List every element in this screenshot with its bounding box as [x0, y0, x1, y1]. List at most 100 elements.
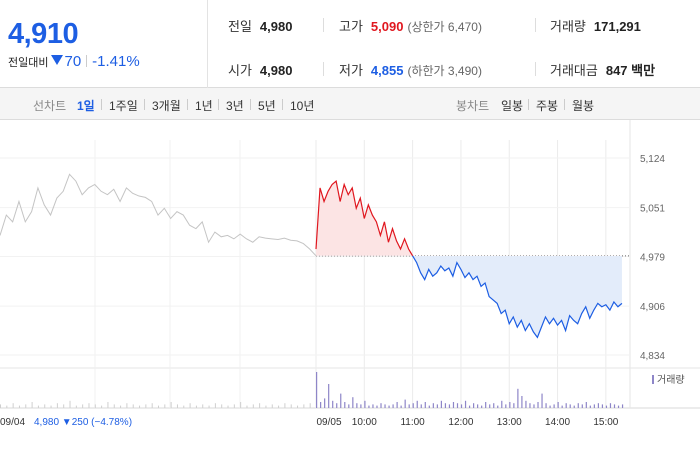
volume-legend-label: 거래량: [657, 374, 685, 386]
prev-volume-bar: [176, 404, 178, 408]
prev-volume-bar: [233, 404, 235, 408]
volume-bar: [404, 399, 406, 408]
prev-volume-bar: [113, 404, 115, 408]
info-divider: [535, 62, 536, 76]
volume-bar: [376, 405, 378, 408]
prev-volume-bar: [265, 405, 267, 408]
volume-bar: [605, 405, 608, 408]
tab-1-week[interactable]: 1주일: [109, 99, 138, 113]
volume-bar: [320, 402, 322, 408]
volume-bar: [416, 400, 418, 408]
tab-daily-candle[interactable]: 일봉: [501, 99, 524, 113]
prev-volume-bar: [82, 404, 84, 408]
volume-bar: [481, 405, 483, 408]
volume-bar: [525, 400, 527, 408]
tab-3-years[interactable]: 3년: [226, 99, 244, 113]
volume-panel: 거래량: [0, 372, 685, 408]
prev-volume-bar: [6, 405, 8, 408]
down-triangle-icon: [51, 55, 64, 65]
x-tick-label: 13:00: [497, 417, 522, 428]
volume-bar: [384, 404, 386, 408]
volume-bar: [420, 404, 422, 408]
volume-bar: [589, 405, 591, 408]
volume-bar: [452, 402, 455, 408]
tab-divider: [282, 99, 283, 110]
low-value: 4,855: [370, 63, 404, 78]
tab-1-year[interactable]: 1년: [195, 99, 213, 113]
prev-volume-bar: [31, 402, 33, 408]
prev-volume-bar: [221, 404, 223, 408]
volume-bar: [529, 403, 531, 408]
price-chart: 거래량 5,124 5,051 4,979 4,906 4,834 09/04 4,980 …: [0, 120, 700, 428]
volume-bar: [501, 400, 503, 408]
prev-volume-bar: [56, 403, 58, 408]
quote-header: 4,910 전일대비 70 -1.41% 전일 4,980 고가 5,090 (상한가 6…: [0, 0, 700, 88]
y-tick-label: 5,051: [640, 204, 665, 215]
volume-bar: [408, 404, 410, 408]
prev-volume-bar: [37, 405, 39, 408]
volume-bar: [517, 388, 519, 408]
volume-bar: [352, 397, 354, 408]
volume-bar: [396, 402, 398, 408]
info-divider: [535, 18, 536, 32]
volume-bar: [448, 404, 451, 408]
tab-divider: [218, 99, 219, 110]
prev-volume-bar: [290, 404, 292, 408]
tab-monthly-candle[interactable]: 월봉: [572, 99, 595, 113]
x-tick-label: 10:00: [352, 417, 377, 428]
tab-5-years[interactable]: 5년: [258, 99, 276, 113]
volume-bar: [360, 404, 362, 408]
tab-10-years[interactable]: 10년: [290, 99, 315, 113]
high-cell: 고가 5,090 (상한가 6,470): [339, 16, 482, 35]
chart-labels: 5,124 5,051 4,979 4,906 4,834 09/04 4,980 ▼250…: [0, 154, 665, 428]
info-divider: [323, 18, 324, 32]
volume-bar: [436, 404, 438, 408]
prev-day-date-label: 09/04: [0, 417, 25, 428]
volume-bar: [336, 403, 338, 408]
prev-volume-bar: [126, 403, 128, 408]
prev-volume-bar: [303, 404, 305, 408]
volume-bar: [428, 405, 430, 408]
prev-volume-bar: [145, 404, 147, 408]
chart-series: [0, 173, 630, 339]
volume-bar: [356, 403, 358, 408]
volume-bar: [400, 405, 402, 408]
prev-volume-bar: [259, 403, 261, 408]
prev-close-value: 4,980: [259, 19, 293, 34]
change-divider: [86, 55, 88, 67]
volume-bar: [489, 404, 491, 408]
volume-legend-swatch: [652, 375, 654, 384]
prev-volume-bar: [183, 405, 185, 408]
volume-value: 171,291: [593, 19, 641, 34]
volume-bar: [549, 405, 551, 408]
tab-weekly-candle[interactable]: 주봉: [536, 99, 559, 113]
volume-bar: [505, 404, 507, 408]
low-cell: 저가 4,855 (하한가 3,490): [339, 60, 482, 79]
volume-bar: [456, 403, 459, 408]
y-tick-label: 4,906: [640, 302, 665, 313]
volume-bar: [593, 404, 595, 408]
volume-bar: [613, 404, 616, 408]
volume-bar: [513, 403, 515, 408]
prev-day-line: [0, 173, 317, 257]
price-box: 4,910 전일대비 70 -1.41%: [0, 0, 208, 88]
prev-volume-bar: [240, 402, 242, 408]
volume-bar: [392, 404, 394, 408]
x-tick-label: 15:00: [593, 417, 618, 428]
prev-volume-bar: [284, 403, 286, 408]
upper-limit: (상한가 6,470): [407, 20, 482, 34]
y-tick-label: 4,979: [640, 253, 665, 264]
x-tick-label: 14:00: [545, 417, 570, 428]
change-amount: 70: [64, 53, 82, 70]
tab-divider: [187, 99, 188, 110]
period-tab-bar: 선차트 1일 1주일 3개월 1년 3년 5년 10년 봉차트 일봉 주봉 월봉: [0, 88, 700, 120]
volume-bar: [432, 403, 434, 408]
prev-volume-bar: [252, 404, 254, 408]
prev-volume-bar: [227, 405, 229, 408]
prev-volume-bar: [151, 403, 153, 408]
tab-3-months[interactable]: 3개월: [152, 99, 181, 113]
volume-bar: [577, 403, 579, 408]
prev-close-label: 전일: [228, 19, 252, 34]
tab-1-day[interactable]: 1일: [77, 99, 95, 113]
prev-volume-bar: [309, 403, 311, 408]
